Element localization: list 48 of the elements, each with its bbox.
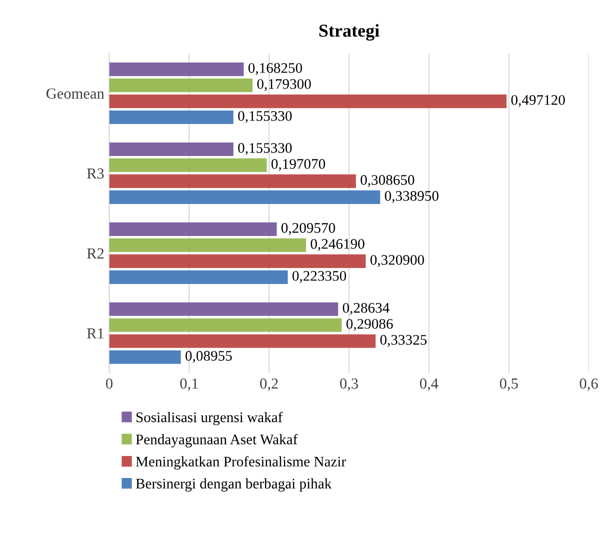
bar [109, 318, 342, 332]
legend-label: Meningkatkan Profesinalisme Nazir [136, 456, 346, 470]
data-label: 0,155330 [238, 143, 292, 155]
data-label: 0,08955 [186, 350, 232, 363]
x-tick-label: 0,1 [180, 378, 198, 391]
x-tick-label: 0 [106, 378, 112, 389]
legend-label: Pendayagunaan Aset Wakaf [136, 434, 298, 448]
data-label: 0,197070 [271, 159, 326, 171]
data-label: 0,246190 [310, 238, 364, 251]
data-label: 0,209570 [281, 223, 336, 235]
y-tick-label: R2 [87, 248, 104, 258]
bar [109, 190, 380, 204]
data-label: 0,497120 [511, 95, 565, 108]
bar [109, 78, 253, 92]
chart-title: Strategi [319, 24, 380, 41]
x-tick-label: 0,3 [340, 378, 358, 391]
data-label: 0,33325 [380, 334, 427, 347]
data-label: 0,338950 [384, 191, 438, 203]
y-tick-label: R1 [87, 328, 104, 338]
bar [109, 254, 366, 268]
bar [109, 302, 338, 316]
bar [109, 174, 356, 188]
bar [109, 158, 267, 172]
y-tick-label: Geomean [46, 88, 104, 99]
bar [109, 142, 234, 156]
legend-label: Sosialisasi urgensi wakaf [136, 412, 283, 426]
bar [109, 62, 244, 76]
data-label: 0,168250 [248, 63, 302, 76]
data-label: 0,28634 [342, 302, 390, 315]
data-label: 0,179300 [257, 79, 311, 92]
bar [109, 238, 306, 252]
x-tick-label: 0,4 [420, 378, 438, 391]
data-label: 0,29086 [346, 318, 393, 331]
legend-label: Bersinergi dengan berbagai pihak [136, 478, 332, 492]
bar [109, 94, 507, 108]
data-label: 0,155330 [238, 111, 292, 124]
x-tick-label: 0,6 [580, 378, 598, 391]
y-tick-label: R3 [87, 168, 104, 179]
data-label: 0,320900 [370, 254, 424, 267]
x-tick-label: 0,5 [500, 378, 518, 391]
bar [109, 222, 277, 236]
bar [109, 350, 181, 364]
bar [109, 110, 234, 124]
data-label: 0,308650 [360, 175, 414, 187]
bar [109, 334, 376, 348]
x-tick-label: 0,2 [260, 378, 278, 391]
data-label: 0,223350 [292, 270, 346, 283]
bar [109, 270, 288, 284]
